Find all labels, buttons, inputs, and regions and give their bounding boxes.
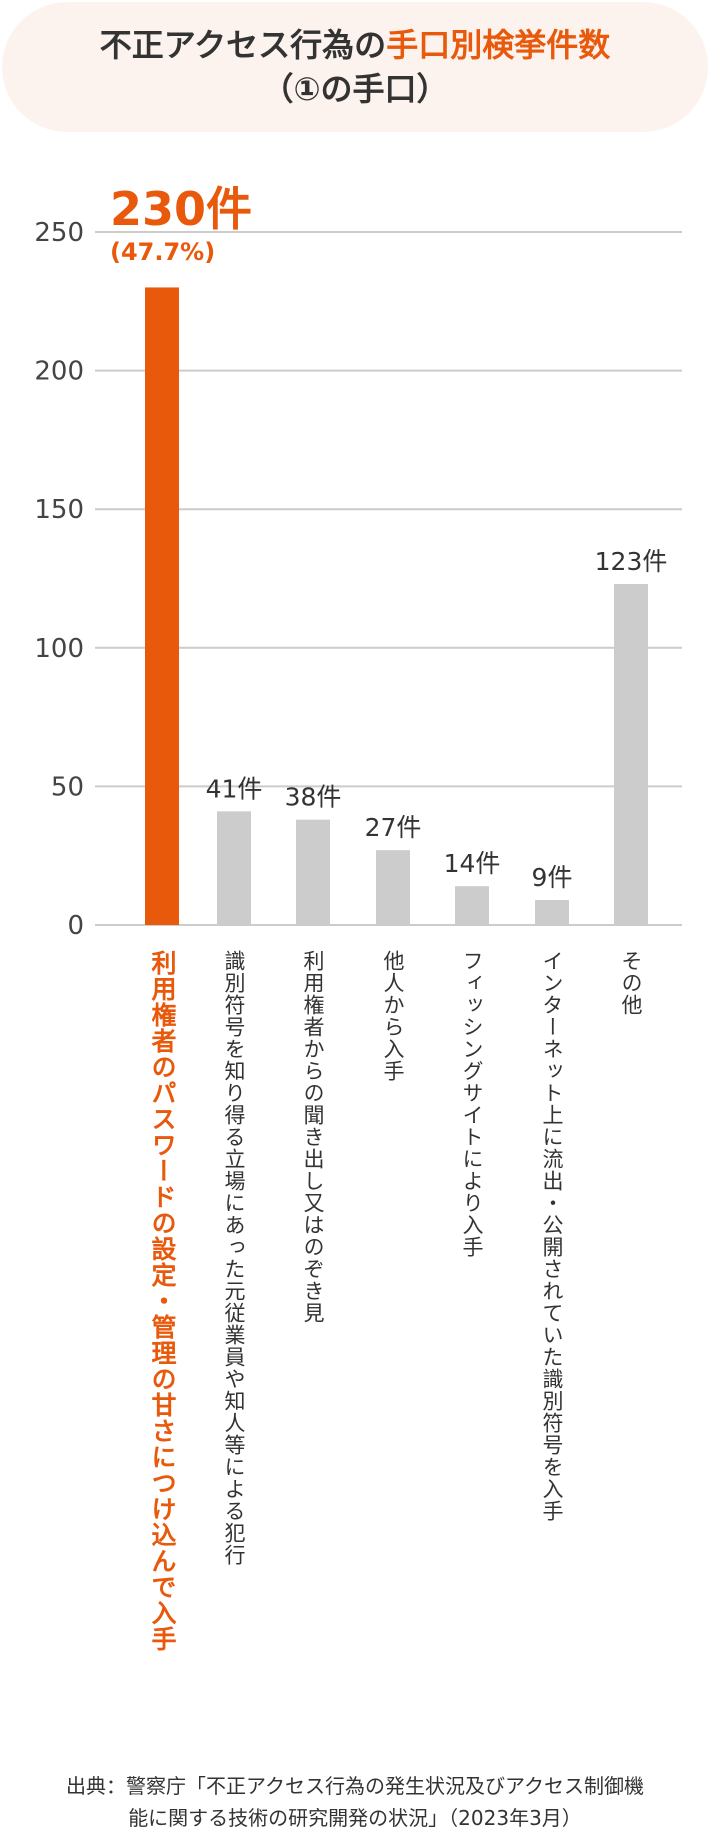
data-label: 38件 bbox=[285, 783, 342, 812]
x-tick-label: その他 bbox=[619, 950, 643, 1016]
source-note: 出典：警察庁「不正アクセス行為の発生状況及びアクセス制御機 能に関する技術の研究… bbox=[0, 1770, 710, 1834]
data-label: 41件 bbox=[206, 774, 263, 803]
bar bbox=[145, 287, 179, 925]
source-line-1: 出典：警察庁「不正アクセス行為の発生状況及びアクセス制御機 bbox=[66, 1774, 644, 1798]
bar-chart: 0 50 100 150 200 250 230件(47.7%) 41件 38件 27件 14件 9件… bbox=[34, 182, 682, 940]
y-tick-label: 150 bbox=[34, 495, 84, 525]
data-label: 27件 bbox=[365, 813, 422, 842]
chart-title: 不正アクセス行為の手口別検挙件数 bbox=[100, 23, 610, 67]
x-tick-label: 他人から入手 bbox=[381, 950, 405, 1082]
x-tick-label: 利用権者からの聞き出し又はのぞき見 bbox=[301, 950, 325, 1324]
bar bbox=[296, 819, 330, 925]
bar bbox=[535, 900, 569, 925]
bar bbox=[217, 811, 251, 925]
data-label: 14件 bbox=[444, 849, 501, 878]
x-tick-label: インターネット上に流出・公開されていた識別符号を入手 bbox=[540, 950, 564, 1522]
y-tick-label: 0 bbox=[67, 911, 84, 940]
data-label: 123件 bbox=[595, 547, 668, 576]
x-tick-label: 識別符号を知り得る立場にあった元従業員や知人等による犯行 bbox=[222, 950, 246, 1566]
data-label-percent: (47.7%) bbox=[110, 238, 215, 266]
y-tick-label: 100 bbox=[34, 634, 84, 664]
x-tick-label: フィッシングサイトにより入手 bbox=[460, 950, 484, 1258]
chart-subtitle: （①の手口） bbox=[261, 70, 449, 108]
y-tick-label: 250 bbox=[34, 218, 84, 248]
y-tick-label: 50 bbox=[51, 772, 84, 802]
data-label: 9件 bbox=[532, 863, 573, 892]
x-tick-label: 利用権者のパスワードの設定・管理の甘さにつけ込んで入手 bbox=[148, 950, 177, 1652]
chart-title-box: 不正アクセス行為の手口別検挙件数 （①の手口） bbox=[2, 2, 708, 132]
bar bbox=[455, 886, 489, 925]
bar bbox=[376, 850, 410, 925]
title-prefix: 不正アクセス行為の bbox=[99, 26, 387, 64]
source-line-2: 能に関する技術の研究開発の状況」（2023年3月） bbox=[128, 1806, 582, 1830]
y-tick-label: 200 bbox=[34, 357, 84, 387]
title-accent: 手口別検挙件数 bbox=[386, 26, 611, 64]
data-label: 230件 bbox=[110, 182, 252, 236]
bar bbox=[614, 584, 648, 925]
